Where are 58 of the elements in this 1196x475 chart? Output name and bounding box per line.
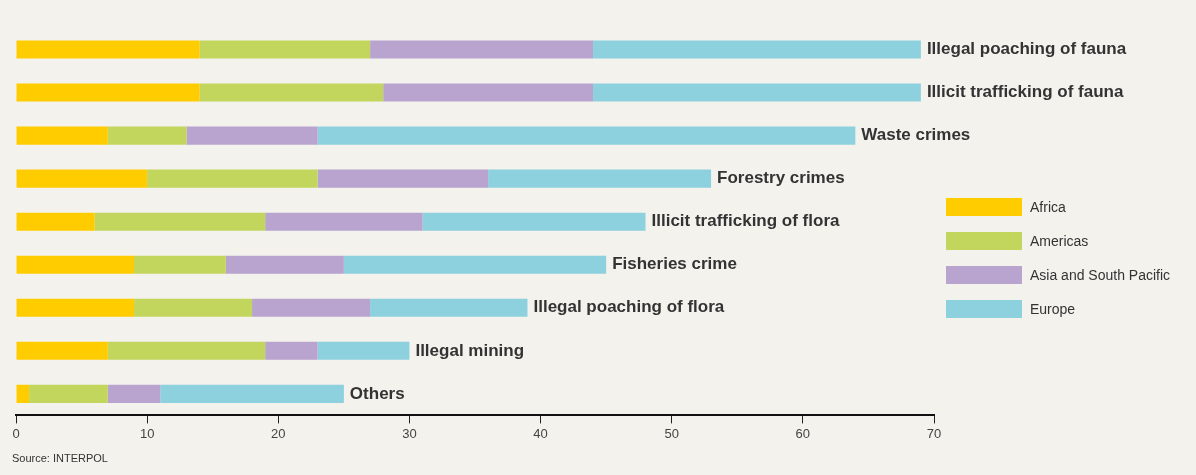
bar [16, 341, 108, 360]
bar [370, 40, 594, 59]
x-tick-label: 20 [271, 425, 286, 441]
text: Asia and South Pacific [1030, 267, 1171, 283]
bar [16, 298, 135, 317]
bar [370, 298, 528, 317]
bar [160, 384, 344, 403]
bar [199, 40, 371, 59]
bar [16, 169, 148, 188]
bar [16, 255, 135, 274]
y-tick-label: Forestry crimes [717, 168, 845, 188]
y-tick-label: Fisheries crime [612, 254, 737, 274]
bar [383, 83, 594, 102]
bar [147, 169, 318, 188]
bar [225, 255, 344, 274]
text: Americas [1030, 233, 1089, 249]
bar [16, 83, 200, 102]
x-tick-label: 40 [533, 425, 548, 441]
y-tick-label: Others [349, 383, 405, 403]
y-tick-label: Illegal poaching of fauna [926, 39, 1127, 59]
bar [107, 384, 161, 403]
bar [16, 212, 95, 231]
bar [317, 341, 410, 360]
bar [317, 169, 489, 188]
bar [16, 384, 30, 403]
x-tick-label: 70 [926, 425, 942, 441]
bar [199, 83, 384, 102]
source-note: Source: INTERPOL [12, 452, 108, 464]
bar [343, 255, 607, 274]
bar [16, 126, 108, 145]
y-tick-label: Waste crimes [861, 125, 971, 145]
bar [134, 255, 226, 274]
bar [107, 126, 187, 145]
bar [134, 298, 253, 317]
bar [488, 169, 712, 188]
x-tick-label: 0 [12, 425, 20, 441]
bar [593, 83, 921, 102]
text: Europe [1030, 301, 1076, 317]
bar [265, 341, 318, 360]
y-tick-label: Illicit trafficking of fauna [926, 82, 1124, 102]
bar [94, 212, 266, 231]
bar [16, 40, 200, 59]
y-tick-label: Illegal mining [415, 340, 525, 360]
bar [422, 212, 646, 231]
x-tick-label: 60 [795, 425, 811, 441]
y-tick-label: Illicit trafficking of flora [651, 211, 840, 231]
bar [252, 298, 371, 317]
bar [107, 341, 266, 360]
x-tick-label: 10 [139, 425, 155, 441]
bar [265, 212, 423, 231]
text: Africa [1030, 199, 1066, 215]
bar [317, 126, 856, 145]
x-tick-label: 30 [402, 425, 417, 441]
bar [186, 126, 318, 145]
x-tick-label: 50 [664, 425, 679, 441]
bar [29, 384, 108, 403]
y-tick-label: Illegal poaching of flora [533, 297, 725, 317]
bar [593, 40, 921, 59]
